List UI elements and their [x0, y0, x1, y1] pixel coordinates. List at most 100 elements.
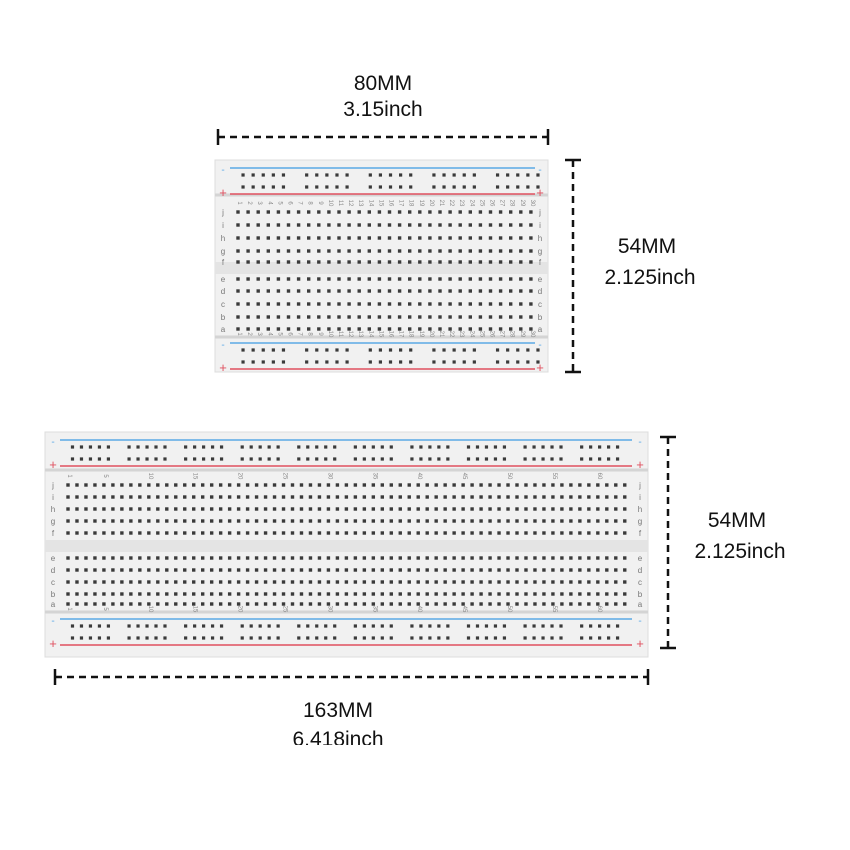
small-board-hole	[448, 210, 452, 214]
small-board-hole	[256, 210, 260, 214]
small-board-hole	[509, 260, 513, 264]
large-board-hole	[335, 495, 340, 499]
small-board-rail-hole	[409, 185, 413, 189]
large-board-hole	[218, 602, 223, 606]
large-board-hole	[614, 483, 618, 487]
large-board-hole	[281, 592, 286, 596]
large-board-hole	[299, 556, 304, 560]
large-board-rail-hole	[154, 457, 158, 461]
large-board-hole	[165, 568, 169, 572]
small-board-hole	[357, 260, 361, 264]
large-board-hole	[371, 556, 376, 560]
large-board-rail-hole	[484, 636, 489, 640]
large-board-rail-hole	[193, 624, 197, 628]
large-board-hole	[425, 507, 429, 511]
large-board-rail-hole	[428, 636, 432, 640]
large-board-rail-hole	[484, 457, 489, 461]
large-board-hole	[551, 556, 555, 560]
large-board-hole	[569, 556, 573, 560]
large-board-rail-hole	[419, 457, 423, 461]
large-board-hole	[389, 602, 393, 606]
large-board-rail-hole	[145, 445, 149, 449]
large-board-hole	[335, 602, 340, 606]
large-board-hole	[209, 580, 214, 584]
large-board-hole	[66, 592, 70, 596]
large-board-rail-hole	[267, 624, 271, 628]
small-board-hole	[448, 277, 452, 281]
large-board-hole	[524, 495, 528, 499]
small-board-column-number: 14	[367, 200, 373, 207]
large-board-hole	[102, 495, 106, 499]
large-board-row-letter: j	[51, 481, 54, 490]
large-board-rail-hole	[97, 445, 102, 449]
small-board-column-number: 8	[307, 332, 313, 336]
large-board-hole	[578, 519, 582, 523]
large-board-hole	[344, 519, 349, 523]
large-board-hole	[389, 495, 393, 499]
large-board-hole	[326, 483, 331, 487]
large-board-hole	[569, 592, 573, 596]
large-board-hole	[84, 507, 88, 511]
large-board-hole	[218, 556, 223, 560]
small-board-column-number: 20	[428, 200, 434, 207]
large-board-rail-hole	[380, 624, 384, 628]
large-board-hole	[308, 519, 313, 523]
small-board-column-number: 10	[327, 331, 333, 338]
large-board-hole	[75, 519, 79, 523]
small-board-hole	[498, 210, 503, 214]
large-board-hole	[254, 507, 259, 511]
small-board-hole	[377, 236, 382, 240]
large-board-hole	[299, 602, 304, 606]
large-board-column-number: 50	[506, 473, 512, 480]
large-board-row-letter: b	[51, 590, 56, 599]
small-board-hole	[387, 315, 392, 319]
large-board-hole	[209, 531, 214, 535]
large-board-hole	[389, 556, 393, 560]
small-board-hole	[519, 236, 523, 240]
large-board-hole	[201, 556, 205, 560]
large-board-rail-hole	[380, 457, 384, 461]
large-board-hole	[218, 531, 223, 535]
large-board-hole	[317, 568, 322, 572]
large-board-hole	[263, 507, 268, 511]
small-board-hole	[337, 315, 341, 319]
large-board-hole	[398, 568, 402, 572]
large-board-rail-hole	[380, 636, 384, 640]
large-board-hole	[75, 495, 79, 499]
small-board-hole	[438, 260, 442, 264]
small-board-rail-hole	[452, 185, 456, 189]
large-board-hole	[236, 519, 241, 523]
large-board-hole	[156, 483, 160, 487]
small-board-hole	[397, 236, 402, 240]
large-board-hole	[362, 592, 367, 596]
small-board-hole	[468, 260, 472, 264]
large-board-hole	[236, 531, 241, 535]
small-board-rail-hole	[261, 360, 265, 364]
small-board-hole	[307, 210, 311, 214]
small-board-rail-hole	[368, 360, 372, 364]
large-board-hole	[407, 483, 411, 487]
small-board-hole	[488, 277, 493, 281]
large-board-hole	[470, 507, 474, 511]
large-board-hole	[138, 531, 142, 535]
small-board-hole	[276, 223, 281, 227]
large-board-hole	[75, 556, 79, 560]
small-board-hole	[428, 249, 432, 253]
small-board-hole	[438, 302, 442, 306]
large-board-hole	[120, 531, 124, 535]
small-board-hole	[509, 249, 513, 253]
large-board-hole	[308, 556, 313, 560]
large-board-rail-hole	[550, 624, 554, 628]
small-board-hole	[357, 302, 361, 306]
large-board-rail-hole	[88, 457, 93, 461]
large-board-hole	[66, 602, 70, 606]
large-board-rail-hole	[210, 624, 215, 628]
small-board-column-number: 17	[398, 200, 404, 207]
large-board-hole	[93, 531, 97, 535]
large-board-hole	[416, 531, 420, 535]
small-board-row-letter: c	[221, 300, 225, 309]
small-board-hole	[317, 277, 321, 281]
large-board-hole	[479, 483, 483, 487]
large-board-rail-hole	[466, 445, 471, 449]
small-board-hole	[519, 289, 523, 293]
